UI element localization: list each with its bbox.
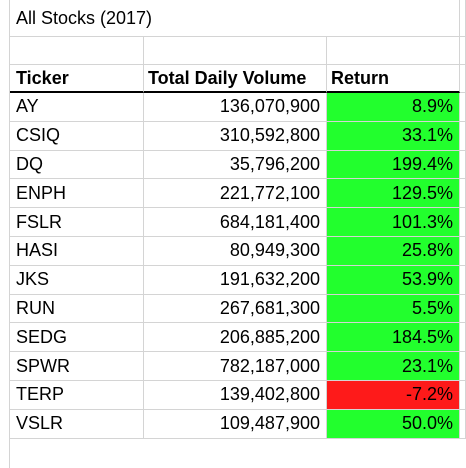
table-row: SPWR 782,187,000 23.1% [0, 352, 466, 381]
return-cell[interactable]: 25.8% [327, 237, 460, 266]
volume-cell[interactable]: 139,402,800 [144, 381, 327, 410]
volume-cell[interactable]: 80,949,300 [144, 237, 327, 266]
cell-c2[interactable] [327, 37, 460, 65]
header-row: Ticker Total Daily Volume Return [0, 65, 466, 93]
table-row: SEDG 206,885,200 184.5% [0, 323, 466, 353]
cell-d2[interactable] [460, 37, 466, 65]
table-row: ENPH 221,772,100 129.5% [0, 179, 466, 209]
return-cell[interactable]: 50.0% [327, 409, 460, 439]
table-row: CSIQ 310,592,800 33.1% [0, 121, 466, 151]
volume-cell[interactable]: 310,592,800 [144, 121, 327, 151]
empty-cell[interactable] [460, 294, 466, 324]
cell-a1[interactable] [10, 0, 327, 37]
ticker-cell[interactable]: SPWR [10, 352, 144, 381]
empty-cell[interactable] [460, 93, 466, 122]
ticker-cell[interactable]: TERP [10, 381, 144, 410]
empty-cell[interactable] [460, 409, 466, 439]
empty-cell[interactable] [460, 265, 466, 295]
table-row: TERP 139,402,800 -7.2% [0, 381, 466, 410]
ticker-cell[interactable]: SEDG [10, 323, 144, 353]
table-row: JKS 191,632,200 53.9% [0, 265, 466, 295]
header-ticker[interactable]: Ticker [10, 65, 144, 93]
return-cell[interactable]: 8.9% [327, 93, 460, 122]
volume-cell[interactable]: 221,772,100 [144, 179, 327, 209]
volume-cell[interactable]: 684,181,400 [144, 208, 327, 237]
ticker-cell[interactable]: AY [10, 93, 144, 122]
empty-cell[interactable] [460, 381, 466, 410]
empty-row [0, 37, 466, 65]
volume-cell[interactable]: 267,681,300 [144, 294, 327, 324]
header-total-daily-volume[interactable]: Total Daily Volume [144, 65, 327, 93]
volume-cell[interactable]: 782,187,000 [144, 352, 327, 381]
volume-cell[interactable]: 35,796,200 [144, 150, 327, 180]
cell-a2[interactable] [10, 37, 144, 65]
return-cell[interactable]: 23.1% [327, 352, 460, 381]
ticker-cell[interactable]: HASI [10, 237, 144, 266]
return-cell[interactable]: 184.5% [327, 323, 460, 353]
table-row: AY 136,070,900 8.9% [0, 93, 466, 122]
volume-cell[interactable]: 191,632,200 [144, 265, 327, 295]
cell-d1[interactable] [460, 0, 466, 37]
return-cell[interactable]: -7.2% [327, 381, 460, 410]
cell-d3[interactable] [460, 65, 466, 93]
table-row: FSLR 684,181,400 101.3% [0, 208, 466, 237]
header-return[interactable]: Return [327, 65, 460, 93]
table-row: DQ 35,796,200 199.4% [0, 150, 466, 180]
empty-cell[interactable] [460, 121, 466, 151]
ticker-cell[interactable]: VSLR [10, 409, 144, 439]
ticker-cell[interactable]: RUN [10, 294, 144, 324]
ticker-cell[interactable]: ENPH [10, 179, 144, 209]
empty-cell[interactable] [460, 179, 466, 209]
title-row: All Stocks (2017) [0, 0, 466, 37]
volume-cell[interactable]: 206,885,200 [144, 323, 327, 353]
ticker-cell[interactable]: JKS [10, 265, 144, 295]
empty-cell[interactable] [460, 237, 466, 266]
return-cell[interactable]: 5.5% [327, 294, 460, 324]
row-gutter [0, 0, 10, 468]
ticker-cell[interactable]: CSIQ [10, 121, 144, 151]
table-row: HASI 80,949,300 25.8% [0, 237, 466, 266]
empty-cell[interactable] [460, 208, 466, 237]
return-cell[interactable]: 199.4% [327, 150, 460, 180]
empty-cell[interactable] [460, 352, 466, 381]
sheet-title: All Stocks (2017) [16, 8, 153, 28]
return-cell[interactable]: 53.9% [327, 265, 460, 295]
cell-b2[interactable] [144, 37, 327, 65]
volume-cell[interactable]: 109,487,900 [144, 409, 327, 439]
empty-cell[interactable] [460, 150, 466, 180]
volume-cell[interactable]: 136,070,900 [144, 93, 327, 122]
empty-cell[interactable] [460, 323, 466, 353]
table-row: VSLR 109,487,900 50.0% [0, 409, 466, 439]
cell-c1[interactable] [327, 0, 460, 37]
return-cell[interactable]: 101.3% [327, 208, 460, 237]
table-row: RUN 267,681,300 5.5% [0, 294, 466, 324]
return-cell[interactable]: 33.1% [327, 121, 460, 151]
ticker-cell[interactable]: DQ [10, 150, 144, 180]
ticker-cell[interactable]: FSLR [10, 208, 144, 237]
return-cell[interactable]: 129.5% [327, 179, 460, 209]
